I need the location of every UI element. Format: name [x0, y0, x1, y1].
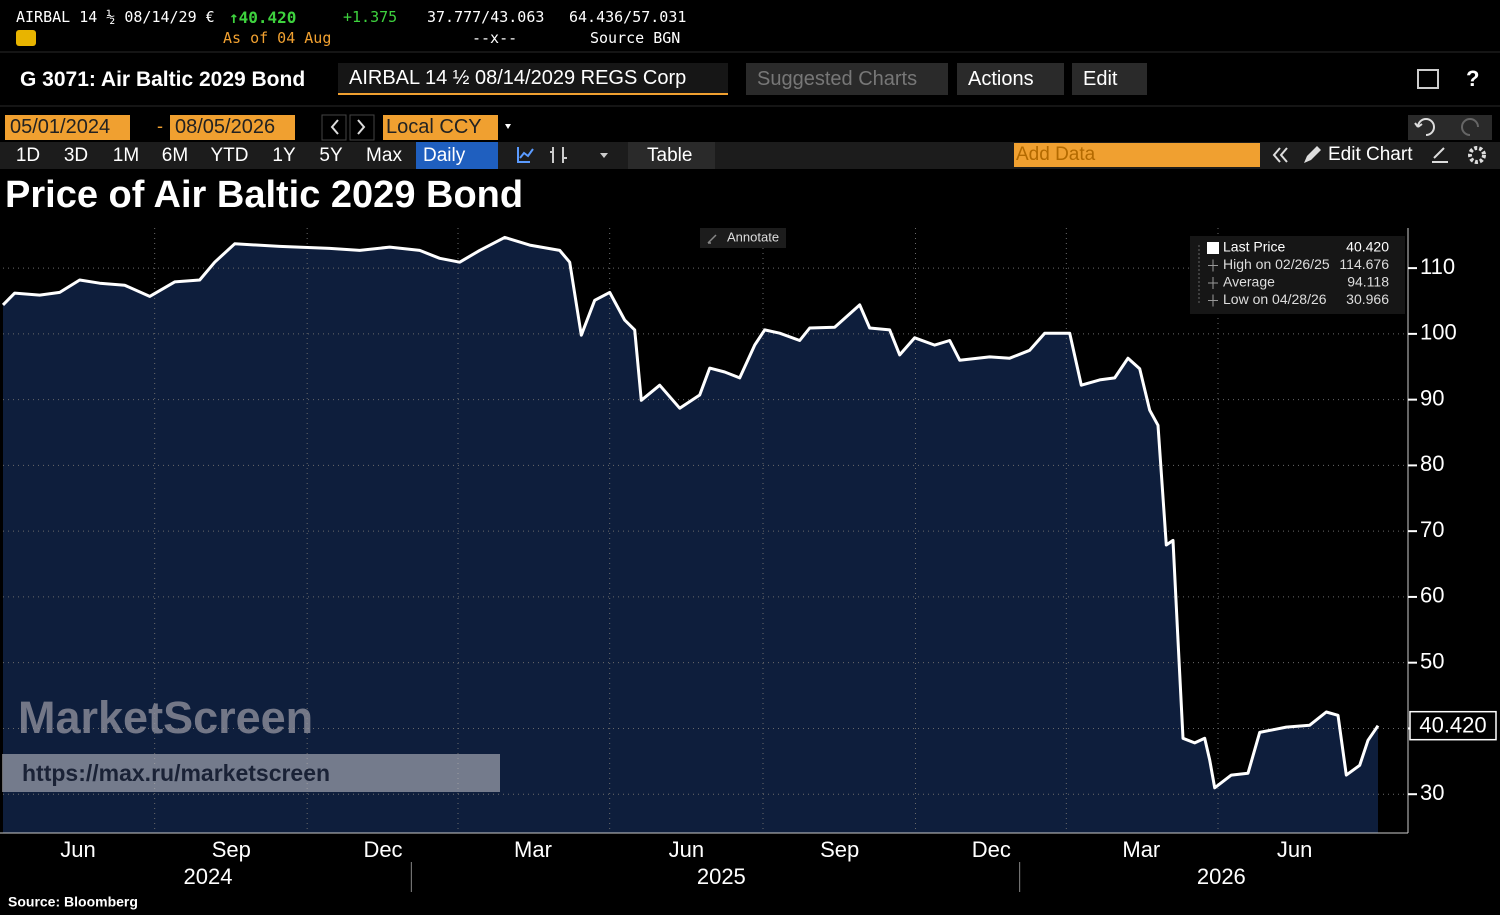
legend-icon — [1208, 294, 1218, 307]
x-tick-label: Mar — [1122, 837, 1160, 862]
legend-icon — [1208, 259, 1218, 272]
prev-arrow[interactable] — [330, 119, 339, 135]
year-label: 2025 — [697, 864, 746, 889]
help[interactable]: ? — [1466, 66, 1480, 91]
source-note: Source: Bloomberg — [8, 894, 138, 910]
last-price-label: 40.420 — [1419, 712, 1486, 737]
period-button[interactable]: 3D — [63, 144, 89, 166]
currency[interactable]: Local CCY — [383, 115, 498, 140]
bar-chart-icon[interactable] — [550, 147, 567, 163]
chart-type-dropdown[interactable] — [600, 153, 608, 158]
legend-value: 30.966 — [1346, 291, 1389, 307]
legend-label: Last Price — [1223, 239, 1285, 255]
security-input[interactable]: AIRBAL 14 ½ 08/14/2029 REGS Corp — [338, 63, 728, 95]
y-tick-label: 100 — [1420, 320, 1457, 345]
last-price-tag — [1409, 710, 1497, 741]
ccy-dropdown[interactable] — [505, 124, 511, 129]
suggested-charts[interactable]: Suggested Charts — [746, 63, 948, 95]
chart-title: Price of Air Baltic 2029 Bond — [5, 174, 523, 216]
area-fill — [3, 237, 1378, 833]
net-change: +1.375 — [343, 8, 398, 26]
period-button[interactable]: 1Y — [272, 144, 296, 166]
start-date[interactable]: 05/01/2024 — [5, 115, 130, 140]
undo-icon[interactable] — [1414, 118, 1435, 136]
y-tick-label: 60 — [1420, 583, 1444, 608]
function-title: G 3071: Air Baltic 2029 Bond — [20, 68, 306, 91]
legend-label: High on 02/26/25 — [1223, 256, 1330, 272]
ticker: AIRBAL 14 ½ 08/14/29 € — [16, 8, 215, 26]
as-of: As of 04 Aug — [223, 29, 332, 47]
x-tick-label: Sep — [212, 837, 251, 862]
legend-value: 40.420 — [1346, 239, 1389, 255]
frequency[interactable]: Daily — [416, 142, 498, 169]
y-tick-label: 80 — [1420, 451, 1444, 476]
next-button[interactable] — [349, 114, 375, 141]
x-tick-label: Dec — [363, 837, 402, 862]
line-chart-icon[interactable] — [517, 147, 534, 163]
next-arrow[interactable] — [357, 119, 366, 135]
period-button[interactable]: 6M — [161, 144, 189, 166]
high-low: 64.436/57.031 — [569, 8, 687, 26]
period-button[interactable]: Max — [366, 144, 402, 166]
x-tick-label: Sep — [820, 837, 859, 862]
watermark-title: MarketScreen — [18, 692, 314, 743]
date-separator: - — [157, 116, 163, 136]
actions-menu[interactable]: Actions — [957, 63, 1064, 95]
settings-icon[interactable] — [1468, 146, 1486, 164]
legend-box — [1190, 236, 1405, 314]
legend-value: 94.118 — [1347, 274, 1389, 290]
prev-button[interactable] — [321, 114, 347, 141]
edit-chart[interactable]: Edit Chart — [1328, 144, 1413, 165]
redo-icon[interactable] — [1461, 118, 1479, 136]
x-tick-label: Jun — [669, 837, 704, 862]
undo-redo[interactable] — [1408, 115, 1492, 140]
draw-icon[interactable] — [1432, 147, 1448, 163]
period-button[interactable]: 1D — [15, 144, 41, 166]
annotate-label: Annotate — [727, 229, 779, 244]
add-data[interactable]: Add Data — [1014, 143, 1260, 167]
legend-label: Low on 04/28/26 — [1223, 291, 1327, 307]
legend-swatch — [1207, 242, 1219, 254]
end-date[interactable]: 08/05/2026 — [170, 115, 295, 140]
x-tick-label: Dec — [972, 837, 1011, 862]
y-tick-label: 30 — [1420, 780, 1444, 805]
source: Source BGN — [590, 29, 681, 47]
table-button[interactable]: Table — [628, 142, 715, 169]
y-tick-label: 70 — [1420, 517, 1444, 542]
edit-menu[interactable]: Edit — [1072, 63, 1147, 95]
size: --x-- — [472, 29, 518, 47]
last-price: ↑40.420 — [229, 8, 297, 27]
period-button[interactable]: 1M — [112, 144, 140, 166]
collapse-icon[interactable] — [1272, 147, 1288, 163]
legend-label: Average — [1223, 274, 1275, 290]
y-tick-label: 50 — [1420, 648, 1444, 673]
year-label: 2026 — [1197, 864, 1246, 889]
x-tick-label: Mar — [514, 837, 552, 862]
x-tick-label: Jun — [1277, 837, 1312, 862]
year-label: 2024 — [184, 864, 233, 889]
period-button[interactable]: YTD — [210, 144, 249, 166]
bid-ask: 37.777/43.063 — [427, 8, 545, 26]
period-button[interactable]: 5Y — [319, 144, 343, 166]
x-tick-label: Jun — [60, 837, 95, 862]
status-icon — [16, 30, 36, 46]
export-icon[interactable] — [1417, 69, 1439, 89]
legend-icon — [1208, 277, 1218, 289]
annotate-icon — [707, 234, 717, 244]
watermark-url: https://max.ru/marketscreen — [2, 754, 500, 792]
y-tick-label: 90 — [1420, 385, 1444, 410]
pencil-icon[interactable] — [1304, 146, 1321, 163]
annotate-button[interactable] — [700, 228, 786, 248]
y-tick-label: 110 — [1420, 254, 1455, 279]
price-line — [1, 235, 1380, 790]
legend-value: 114.676 — [1339, 256, 1389, 272]
